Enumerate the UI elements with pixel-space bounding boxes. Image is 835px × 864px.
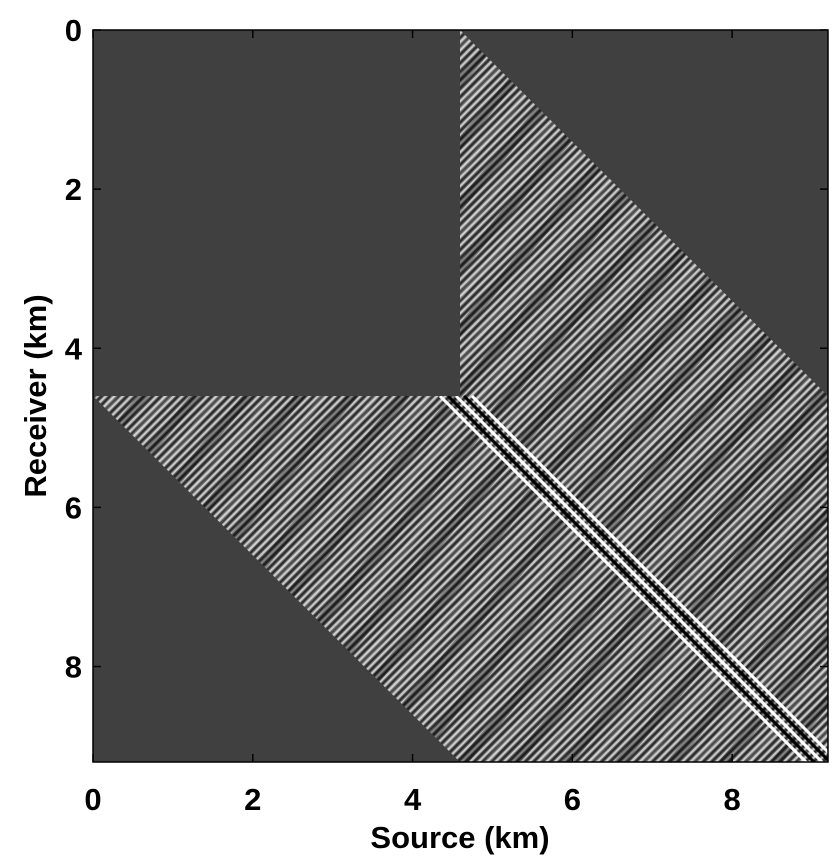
y-tick-label: 2 <box>65 172 82 207</box>
x-axis-label: Source (km) <box>370 820 549 855</box>
y-axis-label: Receiver (km) <box>18 294 53 497</box>
x-tick-label: 0 <box>84 782 101 817</box>
y-tick-label: 4 <box>65 331 83 366</box>
y-tick-label: 8 <box>65 650 82 685</box>
x-tick-label: 6 <box>564 782 581 817</box>
x-tick-label: 2 <box>244 782 261 817</box>
x-tick-label: 4 <box>404 782 422 817</box>
x-tick-label: 8 <box>724 782 741 817</box>
y-tick-label: 6 <box>65 490 82 525</box>
plot-frame <box>92 29 829 763</box>
y-tick-label: 0 <box>65 13 82 48</box>
